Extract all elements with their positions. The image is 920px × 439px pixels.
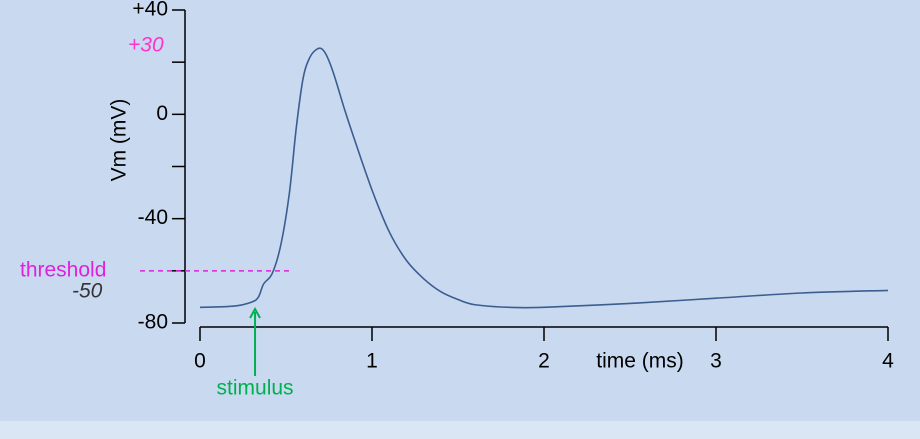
threshold-label: threshold xyxy=(20,258,106,281)
x-axis-label: time (ms) xyxy=(596,350,684,373)
x-tick-label: 3 xyxy=(710,350,722,373)
x-tick-label: 1 xyxy=(366,350,378,373)
y-axis-label: Vm (mV) xyxy=(108,99,131,182)
y-tick-label: 0 xyxy=(156,102,168,125)
stimulus-label: stimulus xyxy=(217,377,294,400)
handwritten-label: +30 xyxy=(128,34,164,57)
background xyxy=(0,0,920,421)
stimulus-arrowhead xyxy=(249,306,261,319)
x-tick-label: 2 xyxy=(538,350,550,373)
x-tick-label: 4 xyxy=(882,350,894,373)
y-tick-label: +40 xyxy=(132,0,168,21)
y-tick-label: -40 xyxy=(138,206,168,229)
y-tick-label: -80 xyxy=(138,311,168,334)
footer-strip xyxy=(0,421,920,439)
x-tick-label: 0 xyxy=(194,350,206,373)
handwritten-label: -50 xyxy=(72,280,103,303)
trace xyxy=(199,47,889,309)
